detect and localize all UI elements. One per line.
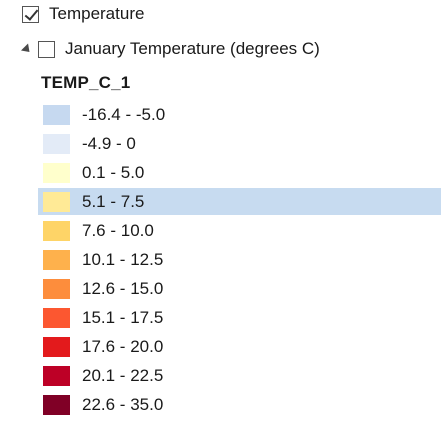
legend-class-row[interactable]: 12.6 - 15.0 [38,275,441,302]
color-swatch[interactable] [43,249,70,270]
legend-class-label: 15.1 - 17.5 [82,307,164,327]
legend-class-label: 12.6 - 15.0 [82,278,164,298]
legend-class-row[interactable]: 20.1 - 22.5 [38,362,441,389]
color-swatch[interactable] [43,365,70,386]
color-swatch[interactable] [43,104,70,125]
legend-class-row[interactable]: 22.6 - 35.0 [38,391,441,418]
legend-class-row[interactable]: -4.9 - 0 [38,130,441,157]
color-swatch[interactable] [43,307,70,328]
legend-class-label: -4.9 - 0 [82,133,136,153]
legend-class-label: 5.1 - 7.5 [82,191,145,211]
legend-class-row[interactable]: 7.6 - 10.0 [38,217,441,244]
legend-class-row[interactable]: 5.1 - 7.5 [38,188,441,215]
sublayer-row-january-temperature[interactable]: January Temperature (degrees C) [20,38,320,60]
legend-class-label: 17.6 - 20.0 [82,336,164,356]
color-swatch[interactable] [43,191,70,212]
color-swatch[interactable] [43,220,70,241]
legend-class-label: 0.1 - 5.0 [82,162,145,182]
legend-class-row[interactable]: 0.1 - 5.0 [38,159,441,186]
expand-arrow-icon[interactable] [20,42,34,56]
field-name: TEMP_C_1 [41,73,131,92]
legend-class-row[interactable]: 10.1 - 12.5 [38,246,441,273]
legend-class-row[interactable]: -16.4 - -5.0 [38,101,441,128]
layer-row-temperature[interactable]: Temperature [22,3,144,25]
color-swatch[interactable] [43,133,70,154]
legend-class-row[interactable]: 15.1 - 17.5 [38,304,441,331]
color-swatch[interactable] [43,394,70,415]
symbology-field-heading: TEMP_C_1 [41,72,130,94]
color-swatch[interactable] [43,336,70,357]
color-swatch[interactable] [43,162,70,183]
legend-class-row[interactable]: 17.6 - 20.0 [38,333,441,360]
legend-class-label: -16.4 - -5.0 [82,104,166,124]
layer-name: Temperature [49,4,145,23]
layer-visibility-checkbox[interactable] [22,5,39,23]
legend-class-label: 7.6 - 10.0 [82,220,154,240]
legend-class-label: 20.1 - 22.5 [82,365,164,385]
sublayer-name: January Temperature (degrees C) [65,39,320,58]
legend-class-label: 22.6 - 35.0 [82,394,164,414]
sublayer-visibility-checkbox[interactable] [38,40,55,58]
legend-class-label: 10.1 - 12.5 [82,249,164,269]
color-swatch[interactable] [43,278,70,299]
check-icon [24,5,39,21]
